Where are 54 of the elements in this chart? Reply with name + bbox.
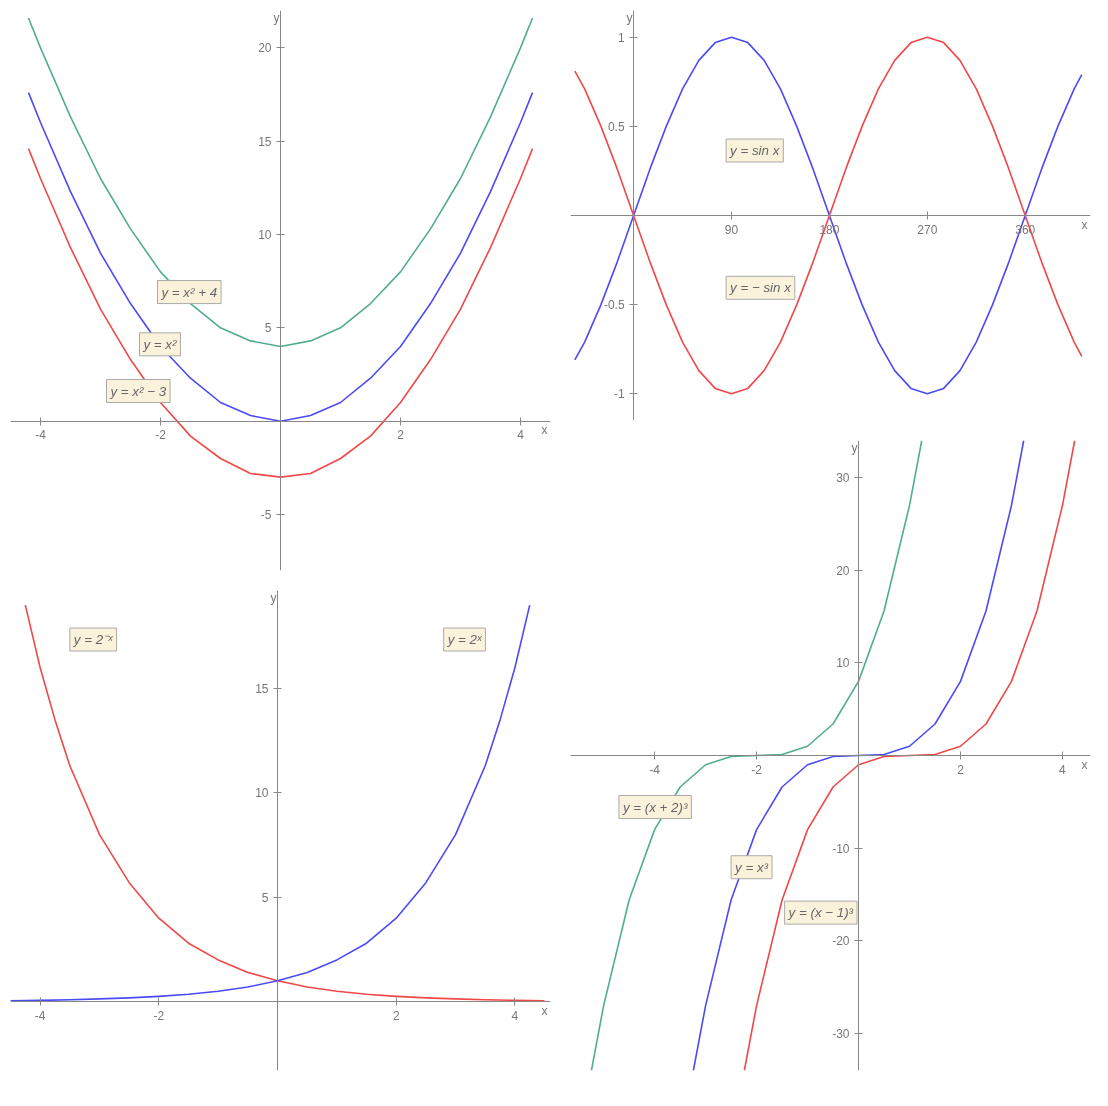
x-tick-label: -4 [34, 1008, 46, 1023]
x-tick-label: 4 [517, 428, 525, 443]
series-label: y = x² − 3 [109, 383, 167, 399]
y-tick-label: 10 [836, 656, 850, 671]
x-tick-label: 2 [397, 428, 405, 443]
x-tick-label: -2 [751, 762, 763, 777]
x-tick-label: 270 [917, 222, 938, 237]
x-axis-title: x [541, 1003, 548, 1018]
x-tick-label: -4 [35, 428, 47, 443]
y-tick-label: 10 [258, 228, 272, 242]
y-tick-label: 20 [258, 41, 272, 56]
x-tick-label: 90 [724, 222, 739, 237]
line-series [692, 440, 1025, 1071]
line-series [590, 440, 923, 1071]
y-tick-label: 10 [255, 786, 269, 801]
series-label: y = x³ [734, 859, 769, 875]
y-tick-label: 15 [255, 682, 269, 697]
series-label: y = − sin x [729, 280, 793, 296]
x-tick-label: 4 [1059, 762, 1067, 777]
text: y = 2ˣ [446, 632, 483, 648]
y-tick-label: 20 [836, 563, 850, 578]
y-axis-title: y [273, 10, 280, 25]
y-tick-label: -30 [832, 1026, 850, 1041]
x-tick-label: 4 [511, 1008, 519, 1023]
series-label: y = (x − 1)³ [787, 905, 854, 921]
x-tick-label: 2 [392, 1008, 400, 1023]
x-axis-title: x [1081, 757, 1088, 772]
x-tick-label: -2 [153, 1008, 165, 1023]
line-series [27, 147, 534, 478]
x-tick-label: -4 [649, 762, 661, 777]
line-series [743, 440, 1076, 1071]
y-tick-label: 0.5 [607, 119, 625, 134]
y-tick-label: -20 [832, 934, 850, 949]
y-tick-label: 5 [261, 890, 269, 905]
y-axis-title: y [851, 440, 858, 455]
y-tick-label: -0.5 [603, 298, 625, 313]
y-tick-label: 30 [836, 471, 850, 486]
y-tick-label: -1 [613, 387, 625, 402]
y-axis-title: y [270, 590, 277, 605]
x-tick-label: -2 [155, 428, 167, 443]
line-series [27, 91, 534, 422]
text: y = 2⁻ˣ [72, 632, 115, 648]
y-tick-label: 1 [617, 30, 625, 45]
y-tick-label: -5 [260, 508, 272, 522]
series-label: y = sin x [729, 143, 781, 159]
y-axis-title: y [626, 10, 633, 25]
y-tick-label: -10 [832, 841, 850, 856]
x-axis-title: x [541, 423, 548, 438]
x-tick-label: 2 [957, 762, 965, 777]
series-label: y = (x + 2)³ [621, 799, 688, 815]
x-axis-title: x [1081, 217, 1088, 232]
y-tick-label: 15 [258, 134, 272, 149]
y-tick-label: 5 [264, 321, 272, 336]
series-label: y = x² + 4 [160, 284, 218, 300]
